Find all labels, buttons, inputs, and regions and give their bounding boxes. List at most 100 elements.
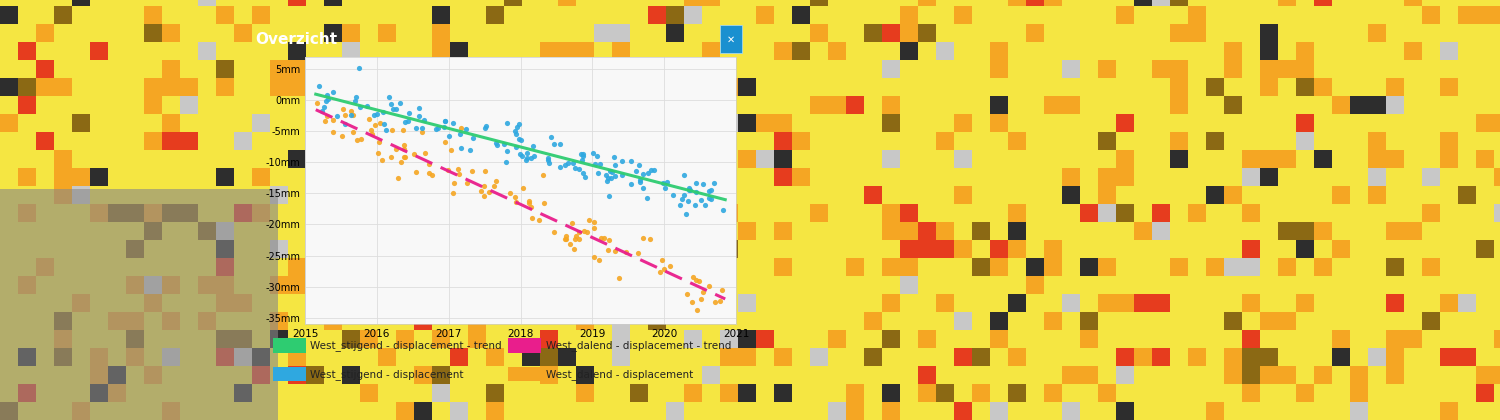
Bar	[486, 366, 504, 384]
Bar	[396, 294, 414, 312]
Bar	[756, 330, 774, 348]
Bar	[1026, 96, 1044, 114]
Bar	[702, 6, 720, 24]
Point	[432, 124, 456, 131]
Bar	[1476, 384, 1494, 402]
Bar	[54, 258, 72, 276]
Bar	[1494, 402, 1500, 420]
Bar	[198, 60, 216, 78]
Bar	[1152, 6, 1170, 24]
Bar	[144, 240, 162, 258]
Point	[648, 268, 672, 275]
Bar	[1296, 78, 1314, 96]
Bar	[216, 294, 234, 312]
Text: West_dalend - displacement: West_dalend - displacement	[546, 369, 693, 380]
Bar	[558, 114, 576, 132]
Bar	[1170, 0, 1188, 6]
Bar	[1242, 366, 1260, 384]
Bar	[360, 6, 378, 24]
Bar	[1008, 240, 1026, 258]
Bar	[846, 204, 864, 222]
Bar	[108, 276, 126, 294]
Point	[514, 155, 538, 161]
Bar	[918, 168, 936, 186]
Bar	[72, 258, 90, 276]
Bar	[1242, 258, 1260, 276]
Bar	[18, 186, 36, 204]
Bar	[990, 114, 1008, 132]
Bar	[576, 150, 594, 168]
Bar	[720, 26, 741, 53]
Bar	[144, 366, 162, 384]
Bar	[270, 24, 288, 42]
Bar	[612, 0, 630, 6]
Bar	[18, 60, 36, 78]
Point	[536, 156, 560, 163]
Bar	[72, 222, 90, 240]
Point	[474, 124, 498, 131]
Point	[597, 193, 621, 199]
Bar	[1440, 6, 1458, 24]
Bar	[990, 384, 1008, 402]
Point	[532, 200, 556, 207]
Bar	[864, 258, 882, 276]
Bar	[1278, 240, 1296, 258]
Bar	[1458, 384, 1476, 402]
Bar	[1224, 60, 1242, 78]
Point	[580, 150, 604, 156]
Bar	[738, 0, 756, 6]
Bar	[630, 24, 648, 42]
Bar	[1026, 150, 1044, 168]
Bar	[846, 186, 864, 204]
Point	[514, 157, 538, 164]
Bar	[1242, 384, 1260, 402]
Point	[392, 154, 416, 160]
Point	[342, 129, 366, 136]
Bar	[306, 258, 324, 276]
Bar	[882, 60, 900, 78]
Bar	[162, 60, 180, 78]
Point	[676, 184, 700, 191]
Bar	[1386, 0, 1404, 6]
Bar	[684, 96, 702, 114]
Point	[698, 194, 721, 201]
Bar	[864, 150, 882, 168]
Bar	[126, 366, 144, 384]
Point	[624, 167, 648, 174]
Bar	[1278, 204, 1296, 222]
Bar	[1188, 0, 1206, 6]
Bar	[0, 402, 18, 420]
Bar	[828, 258, 846, 276]
Point	[582, 225, 606, 231]
Bar	[1422, 96, 1440, 114]
Bar	[954, 222, 972, 240]
Bar	[1314, 150, 1332, 168]
Bar	[378, 60, 396, 78]
Bar	[954, 366, 972, 384]
Bar	[1296, 330, 1314, 348]
Point	[472, 168, 496, 175]
Bar	[558, 0, 576, 6]
Bar	[108, 402, 126, 420]
Point	[558, 241, 582, 248]
Bar	[846, 258, 864, 276]
Point	[509, 136, 532, 143]
Bar	[576, 132, 594, 150]
Bar	[1368, 150, 1386, 168]
Bar	[0, 222, 18, 240]
Bar	[540, 60, 558, 78]
Bar	[1026, 186, 1044, 204]
Bar	[1260, 402, 1278, 420]
Bar	[648, 168, 666, 186]
Bar	[558, 384, 576, 402]
Bar	[504, 6, 522, 24]
Bar	[792, 330, 810, 348]
Bar	[828, 6, 846, 24]
Point	[684, 179, 708, 186]
Bar	[882, 222, 900, 240]
Bar	[414, 60, 432, 78]
Bar	[162, 258, 180, 276]
Bar	[1386, 60, 1404, 78]
Bar	[1440, 96, 1458, 114]
Bar	[1314, 276, 1332, 294]
